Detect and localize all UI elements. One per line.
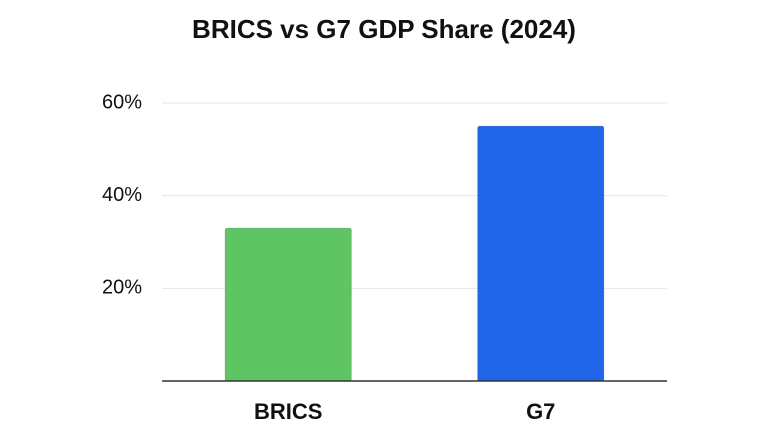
x-tick-label: G7 [526,399,555,424]
y-tick-label: 40% [102,184,142,206]
bar [477,125,605,382]
bar [224,227,352,382]
chart-title: BRICS vs G7 GDP Share (2024) [192,14,576,44]
x-tick-label: BRICS [254,399,322,424]
y-tick-label: 20% [102,277,142,299]
y-tick-label: 60% [102,91,142,113]
